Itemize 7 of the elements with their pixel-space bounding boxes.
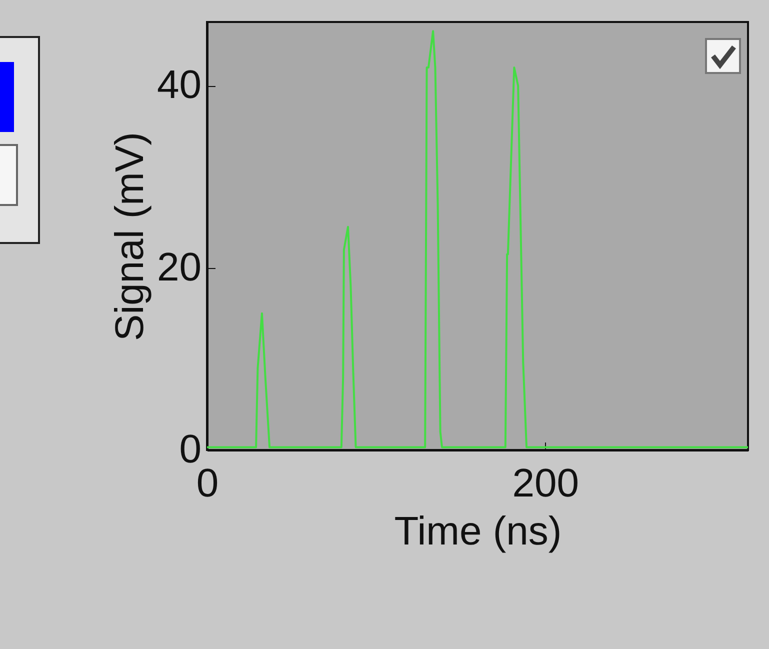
line-series bbox=[207, 30, 748, 448]
y-tick-label: 40 bbox=[157, 63, 202, 108]
y-tick-label: 20 bbox=[157, 245, 202, 290]
y-tick-label: 0 bbox=[179, 428, 202, 472]
y-axis-title: Signal (mV) bbox=[108, 132, 152, 341]
x-axis-title: Time (ns) bbox=[394, 510, 562, 554]
x-tick-label: 200 bbox=[512, 462, 579, 506]
